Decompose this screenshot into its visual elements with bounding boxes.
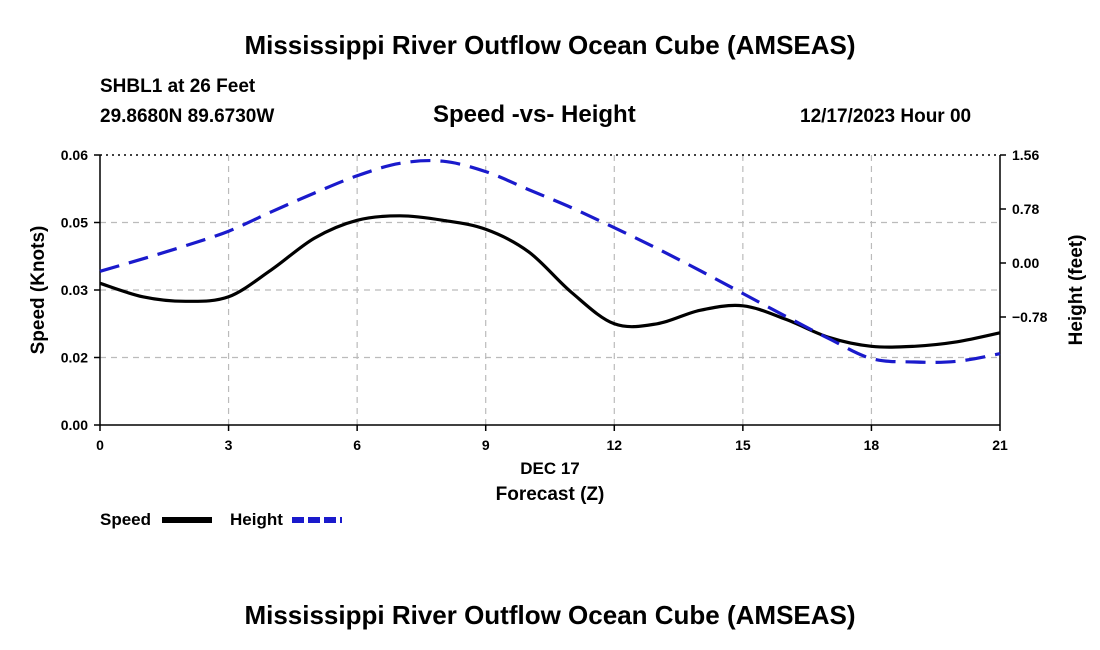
y-tick-label: 0.05 [61, 215, 88, 231]
footer-title: Mississippi River Outflow Ocean Cube (AM… [244, 600, 856, 630]
y2-tick-label: 0.00 [1012, 255, 1039, 271]
y2-tick-label: 0.78 [1012, 201, 1039, 217]
main-title: Mississippi River Outflow Ocean Cube (AM… [244, 30, 856, 60]
series-line-speed [99, 214, 1001, 349]
x-axis-date-label: DEC 17 [520, 459, 580, 478]
y2-tick-label: 1.56 [1012, 147, 1039, 163]
y-axis-label: Speed (Knots) [28, 226, 49, 355]
x-tick-label: 6 [353, 437, 361, 453]
series-line-height [99, 159, 1001, 364]
x-tick-label: 9 [482, 437, 490, 453]
legend-label-height: Height [230, 510, 283, 529]
forecast-datetime: 12/17/2023 Hour 00 [800, 106, 972, 127]
station-label: SHBL1 at 26 Feet [100, 76, 256, 97]
x-tick-label: 3 [225, 437, 233, 453]
x-tick-label: 0 [96, 437, 104, 453]
y-tick-label: 0.02 [61, 350, 88, 366]
y-tick-label: 0.00 [61, 417, 88, 433]
x-tick-label: 18 [864, 437, 880, 453]
x-tick-label: 12 [606, 437, 622, 453]
y2-tick-label: −0.78 [1012, 309, 1048, 325]
legend-label-speed: Speed [100, 510, 151, 529]
x-axis-label: Forecast (Z) [496, 484, 605, 505]
x-tick-label: 21 [992, 437, 1008, 453]
y-tick-label: 0.03 [61, 282, 88, 298]
coordinates-label: 29.8680N 89.6730W [100, 106, 275, 127]
x-tick-label: 15 [735, 437, 751, 453]
y2-axis-label: Height (feet) [1066, 235, 1087, 346]
y-tick-label: 0.06 [61, 147, 88, 163]
chart-subtitle: Speed -vs- Height [433, 101, 636, 128]
